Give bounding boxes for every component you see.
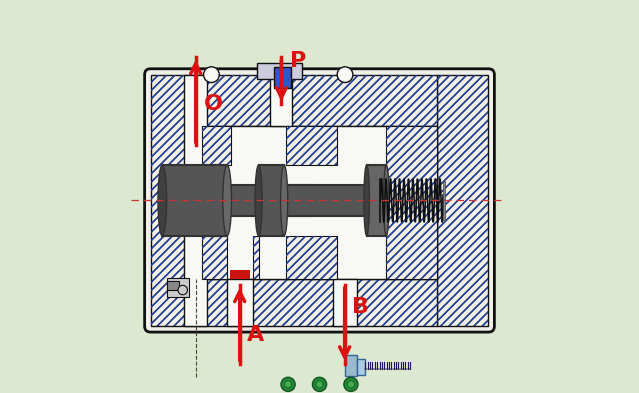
Bar <box>201 75 438 126</box>
Bar <box>151 75 201 326</box>
Text: P: P <box>290 51 306 71</box>
Bar <box>438 75 488 326</box>
Ellipse shape <box>158 165 167 236</box>
Bar <box>274 67 291 88</box>
Circle shape <box>284 381 291 388</box>
Bar <box>252 236 259 279</box>
Bar <box>151 75 201 326</box>
Ellipse shape <box>255 165 262 236</box>
Bar <box>284 185 367 216</box>
Bar <box>345 355 357 376</box>
Bar <box>201 75 438 126</box>
Bar <box>257 63 302 79</box>
Text: O: O <box>204 94 224 114</box>
Bar <box>201 236 227 279</box>
Bar <box>201 236 227 279</box>
Bar <box>201 126 438 279</box>
Bar <box>387 126 438 279</box>
Bar <box>334 279 357 326</box>
Bar <box>230 270 250 279</box>
Bar <box>387 126 438 279</box>
Bar <box>286 126 337 165</box>
Bar <box>184 75 208 326</box>
Bar <box>252 236 259 279</box>
Circle shape <box>178 285 187 295</box>
Text: A: A <box>247 325 265 345</box>
Circle shape <box>344 377 358 391</box>
Bar <box>201 126 231 165</box>
Ellipse shape <box>383 165 389 236</box>
Bar <box>162 165 227 236</box>
Bar <box>227 185 314 216</box>
Ellipse shape <box>223 165 231 236</box>
Bar <box>443 181 445 220</box>
Bar <box>167 281 179 290</box>
Bar <box>286 236 337 279</box>
Bar <box>201 126 231 165</box>
Bar <box>167 278 189 297</box>
Bar <box>357 359 366 375</box>
FancyBboxPatch shape <box>144 69 495 332</box>
Bar <box>201 279 438 326</box>
Text: B: B <box>352 298 369 317</box>
Ellipse shape <box>281 165 288 236</box>
Ellipse shape <box>364 165 369 236</box>
Circle shape <box>348 381 355 388</box>
Bar <box>286 126 337 165</box>
Bar <box>286 236 337 279</box>
Bar <box>270 75 292 126</box>
Circle shape <box>204 67 219 83</box>
Bar <box>367 165 387 236</box>
Circle shape <box>337 67 353 83</box>
Bar <box>227 279 252 326</box>
Circle shape <box>312 377 327 391</box>
Circle shape <box>281 377 295 391</box>
Bar <box>259 165 284 236</box>
Bar <box>201 279 438 326</box>
Circle shape <box>316 381 323 388</box>
Bar <box>438 75 488 326</box>
